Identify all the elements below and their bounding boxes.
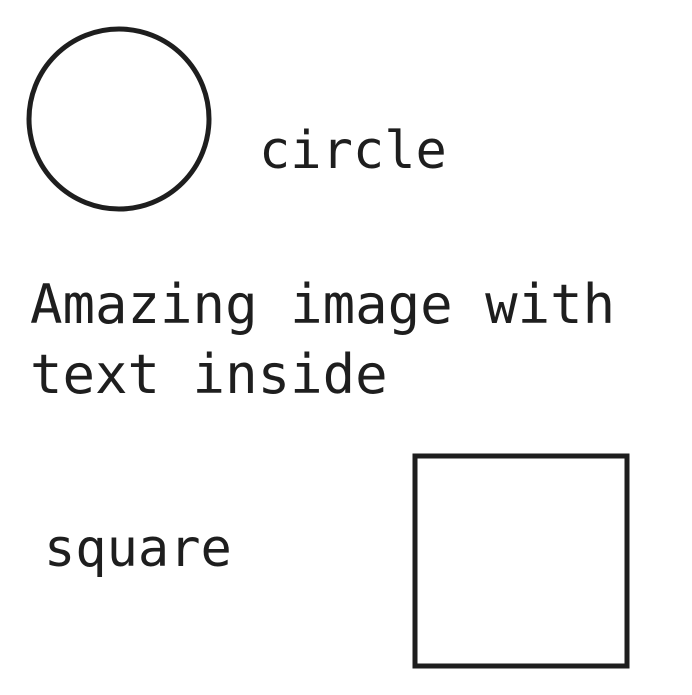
- square-label: square: [44, 519, 232, 579]
- circle-label: circle: [259, 121, 447, 181]
- caption-line-1: Amazing image with: [30, 273, 616, 336]
- caption-text: Amazing image with text inside: [30, 270, 670, 410]
- square-shape: [412, 453, 630, 669]
- circle-shape: [26, 26, 212, 212]
- caption-line-2: text inside: [30, 343, 388, 406]
